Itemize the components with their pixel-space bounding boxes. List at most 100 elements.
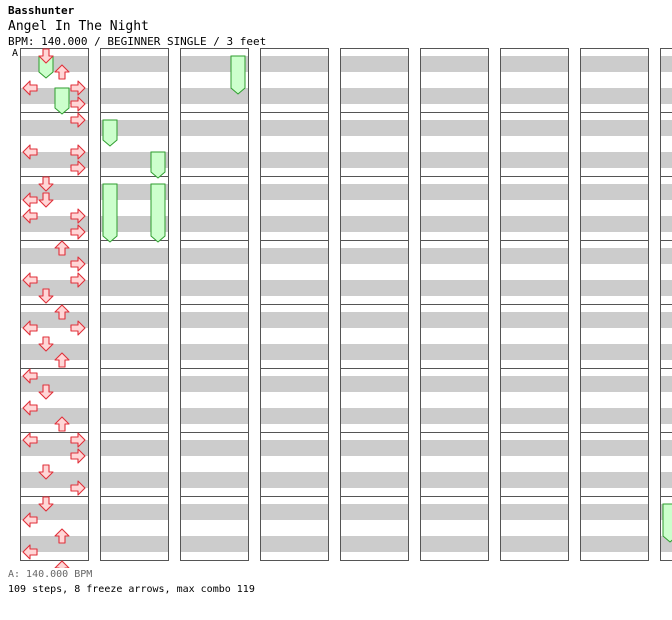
beat-stripe <box>501 472 568 488</box>
beat-stripe <box>181 88 248 104</box>
beat-stripe <box>101 504 168 520</box>
beat-stripe <box>341 152 408 168</box>
down-arrow-icon <box>38 336 54 352</box>
beat-stripe <box>661 440 672 456</box>
down-arrow-icon <box>38 48 54 64</box>
beat-stripe <box>421 536 488 552</box>
beat-stripe <box>21 376 88 392</box>
beat-stripe <box>421 408 488 424</box>
beat-stripe <box>261 440 328 456</box>
beat-stripe <box>581 184 648 200</box>
left-arrow-icon <box>22 368 38 384</box>
left-arrow-icon <box>22 192 38 208</box>
beat-stripe <box>181 312 248 328</box>
beat-stripe <box>581 344 648 360</box>
freeze-right <box>230 55 246 95</box>
beat-stripe <box>501 408 568 424</box>
beat-stripe <box>341 56 408 72</box>
measure-box <box>660 432 672 497</box>
right-arrow-icon <box>70 144 86 160</box>
beat-stripe <box>101 312 168 328</box>
beat-stripe <box>261 56 328 72</box>
beat-stripe <box>341 408 408 424</box>
right-arrow-icon <box>70 432 86 448</box>
beat-stripe <box>261 376 328 392</box>
beat-stripe <box>581 536 648 552</box>
beat-stripe <box>101 344 168 360</box>
beat-stripe <box>181 120 248 136</box>
beat-stripe <box>261 120 328 136</box>
beat-stripe <box>341 344 408 360</box>
left-arrow-icon <box>22 80 38 96</box>
beat-stripe <box>181 184 248 200</box>
beat-stripe <box>421 440 488 456</box>
beat-stripe <box>581 56 648 72</box>
measure-box <box>660 48 672 113</box>
beat-stripe <box>181 280 248 296</box>
beat-stripe <box>21 248 88 264</box>
beat-stripe <box>581 472 648 488</box>
beat-stripe <box>21 536 88 552</box>
beat-stripe <box>181 504 248 520</box>
beat-stripe <box>261 216 328 232</box>
down-arrow-icon <box>38 176 54 192</box>
down-arrow-icon <box>38 288 54 304</box>
up-arrow-icon <box>54 240 70 256</box>
beat-stripe <box>181 440 248 456</box>
beat-stripe <box>21 280 88 296</box>
beat-stripe <box>581 152 648 168</box>
beat-stripe <box>341 184 408 200</box>
beat-stripe <box>501 184 568 200</box>
right-arrow-icon <box>70 256 86 272</box>
beat-stripe <box>261 344 328 360</box>
beat-stripe <box>101 248 168 264</box>
beat-stripe <box>341 536 408 552</box>
right-arrow-icon <box>70 224 86 240</box>
beat-stripe <box>581 408 648 424</box>
beat-stripe <box>261 536 328 552</box>
up-arrow-icon <box>54 528 70 544</box>
right-arrow-icon <box>70 160 86 176</box>
right-arrow-icon <box>70 208 86 224</box>
right-arrow-icon <box>70 320 86 336</box>
beat-stripe <box>581 376 648 392</box>
beat-stripe <box>341 280 408 296</box>
beat-stripe <box>501 248 568 264</box>
measure-box <box>660 112 672 177</box>
down-arrow-icon <box>38 464 54 480</box>
beat-stripe <box>421 184 488 200</box>
beat-stripe <box>581 280 648 296</box>
beat-stripe <box>661 216 672 232</box>
beat-stripe <box>421 88 488 104</box>
beat-stripe <box>21 408 88 424</box>
chart-info: BPM: 140.000 / BEGINNER SINGLE / 3 feet <box>8 35 267 48</box>
beat-stripe <box>501 376 568 392</box>
beat-stripe <box>661 152 672 168</box>
beat-stripe <box>501 280 568 296</box>
beat-stripe <box>661 312 672 328</box>
beat-stripe <box>341 312 408 328</box>
beat-stripe <box>661 120 672 136</box>
beat-stripe <box>341 120 408 136</box>
beat-stripe <box>661 472 672 488</box>
chart-stats: 109 steps, 8 freeze arrows, max combo 11… <box>8 584 255 595</box>
step-chart <box>20 48 672 568</box>
beat-stripe <box>21 216 88 232</box>
up-arrow-icon <box>54 64 70 80</box>
beat-stripe <box>501 344 568 360</box>
beat-stripe <box>181 536 248 552</box>
left-arrow-icon <box>22 400 38 416</box>
beat-stripe <box>421 280 488 296</box>
right-arrow-icon <box>70 272 86 288</box>
beat-stripe <box>661 56 672 72</box>
left-arrow-icon <box>22 320 38 336</box>
beat-stripe <box>181 344 248 360</box>
beat-stripe <box>21 56 88 72</box>
beat-stripe <box>421 472 488 488</box>
measure-box <box>660 304 672 369</box>
beat-stripe <box>261 248 328 264</box>
beat-stripe <box>261 472 328 488</box>
beat-stripe <box>421 504 488 520</box>
measure-box <box>660 176 672 241</box>
beat-stripe <box>421 56 488 72</box>
